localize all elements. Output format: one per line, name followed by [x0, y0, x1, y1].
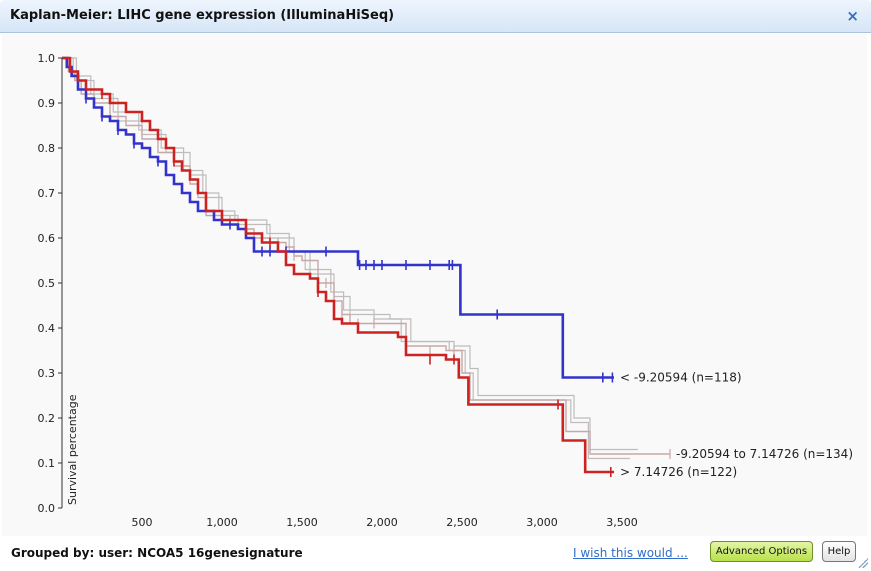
y-tick-label-2: 0.2 — [38, 412, 56, 425]
plot-panel — [2, 34, 867, 536]
y-tick-label-6: 0.6 — [38, 232, 56, 245]
x-tick-label-3: 2,000 — [366, 516, 398, 529]
y-tick-label-0: 0.0 — [38, 502, 56, 515]
x-tick-label-5: 3,000 — [526, 516, 558, 529]
x-tick-label-0: 500 — [132, 516, 153, 529]
y-axis-label: Survival percentage — [66, 394, 79, 505]
x-tick-label-1: 1,000 — [206, 516, 238, 529]
ghost-curve-0 — [62, 57, 638, 451]
advanced-options-button[interactable]: Advanced Options — [710, 541, 813, 562]
wish-link[interactable]: I wish this would ... — [573, 546, 688, 560]
y-tick-label-3: 0.3 — [38, 367, 56, 380]
legend-label-0: < -9.20594 (n=118) — [620, 371, 742, 385]
y-tick-label-10: 1.0 — [38, 52, 56, 65]
series-line-0 — [62, 56, 614, 379]
help-button[interactable]: Help — [822, 541, 856, 562]
y-tick-label-5: 0.5 — [38, 277, 56, 290]
x-tick-label-6: 3,500 — [606, 516, 638, 529]
y-tick-label-8: 0.8 — [38, 142, 56, 155]
legend-label-2: > 7.14726 (n=122) — [620, 465, 737, 479]
series-line-1 — [62, 57, 670, 455]
x-tick-label-4: 2,500 — [446, 516, 478, 529]
legend-label-1: -9.20594 to 7.14726 (n=134) — [676, 447, 853, 461]
series-line-2 — [62, 56, 614, 474]
y-tick-label-4: 0.4 — [38, 322, 56, 335]
resize-grip-icon[interactable] — [858, 558, 868, 568]
x-tick-label-2: 1,500 — [286, 516, 318, 529]
grouped-by-label: Grouped by: user: NCOA5 16genesignature — [11, 546, 303, 560]
y-tick-label-9: 0.9 — [38, 97, 56, 110]
y-tick-label-1: 0.1 — [38, 457, 56, 470]
window-title: Kaplan-Meier: LIHC gene expression (Illu… — [10, 8, 395, 23]
y-tick-label-7: 0.7 — [38, 187, 56, 200]
ghost-curve-1 — [62, 57, 630, 460]
close-icon[interactable]: × — [846, 7, 859, 25]
window-titlebar[interactable]: Kaplan-Meier: LIHC gene expression (Illu… — [0, 0, 871, 33]
